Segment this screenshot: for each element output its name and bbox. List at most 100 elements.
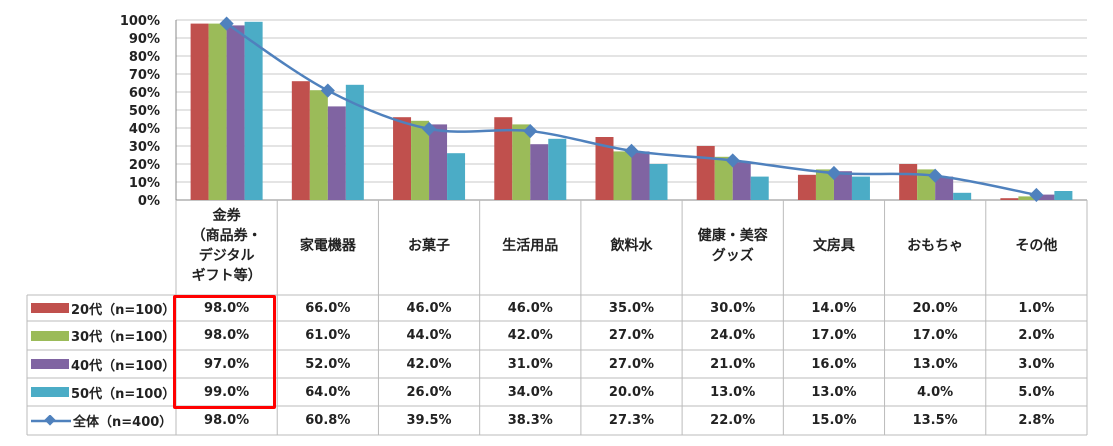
legend-swatch (31, 359, 69, 369)
data-label: 26.0% (406, 384, 452, 400)
data-label: 52.0% (305, 356, 351, 372)
category-label-line: 文房具 (812, 238, 855, 254)
bar-2-7 (815, 169, 834, 200)
bar-1-8 (899, 164, 918, 200)
bar-2-5 (613, 151, 632, 200)
y-tick-label: 30% (129, 140, 160, 155)
category-label-line: 金券 (212, 208, 241, 224)
y-tick-label: 0% (138, 194, 160, 209)
category-label-line: おもちゃ (907, 238, 964, 254)
data-label: 1.0% (1018, 300, 1055, 316)
data-label: 13.5% (912, 413, 958, 428)
data-label: 4.0% (917, 384, 954, 400)
data-label: 42.0% (507, 328, 553, 343)
bar-4-3 (447, 153, 466, 200)
bar-3-4 (530, 144, 549, 200)
legend-text: 20代（n=100） (71, 302, 176, 318)
highlight-box (173, 295, 276, 409)
category-header: おもちゃ (885, 200, 986, 295)
category-label-line: お菓子 (408, 238, 451, 254)
data-label: 21.0% (710, 356, 756, 372)
y-tick-label: 60% (129, 86, 160, 101)
bar-1-1 (190, 23, 209, 200)
data-label: 20.0% (608, 384, 655, 400)
data-label: 22.0% (710, 413, 756, 428)
data-label: 15.0% (811, 413, 857, 428)
data-label: 98.0% (204, 413, 250, 428)
data-label: 13.0% (912, 356, 958, 372)
bar-4-1 (244, 21, 263, 200)
bar-2-6 (714, 156, 733, 200)
category-header: 健康・美容 グッズ (682, 200, 783, 295)
category-label-line: 家電機器 (299, 238, 356, 254)
y-tick-label: 40% (129, 122, 160, 137)
legend-swatch (31, 387, 69, 397)
bar-2-4 (512, 124, 531, 200)
data-label: 14.0% (811, 300, 857, 316)
data-label: 27.3% (608, 413, 655, 428)
data-label: 27.0% (608, 356, 655, 372)
bar-4-8 (953, 192, 972, 200)
data-label: 31.0% (507, 356, 553, 372)
bar-1-9 (1000, 198, 1019, 200)
category-header: 金券 （商品券・ デジタル ギフト等） (176, 200, 277, 295)
bar-3-9 (1036, 194, 1055, 200)
data-label: 66.0% (305, 300, 351, 316)
y-tick-label: 70% (129, 68, 160, 83)
bar-2-2 (309, 90, 328, 200)
legend-row-label: 50代（n=100） (27, 378, 176, 406)
category-label-line: その他 (1015, 238, 1058, 254)
data-label: 13.0% (811, 384, 857, 400)
data-label: 17.0% (811, 328, 857, 343)
data-label: 30.0% (710, 300, 756, 316)
data-label: 35.0% (608, 300, 655, 316)
bar-4-6 (750, 176, 769, 200)
y-tick-label: 80% (129, 50, 160, 65)
data-label: 98.0% (204, 328, 250, 343)
data-label: 46.0% (507, 300, 553, 316)
bar-2-9 (1018, 196, 1037, 200)
data-label: 20.0% (912, 300, 958, 316)
line-marker-6 (725, 153, 740, 168)
bar-3-1 (226, 25, 245, 201)
legend-text: 50代（n=100） (71, 386, 176, 402)
bar-2-3 (411, 120, 430, 200)
bar-1-7 (797, 174, 816, 200)
y-tick-label: 90% (129, 32, 160, 47)
category-header: 家電機器 (277, 200, 378, 295)
y-tick-label: 20% (129, 158, 160, 173)
data-label: 98.0% (204, 300, 250, 316)
legend-swatch (31, 330, 69, 341)
bar-4-7 (851, 176, 870, 200)
category-header: お菓子 (378, 200, 479, 295)
bar-1-6 (696, 146, 715, 200)
bar-4-2 (345, 84, 364, 200)
data-label: 27.0% (608, 328, 655, 343)
bar-1-3 (393, 117, 412, 200)
legend-text: 全体（n=400） (73, 415, 173, 430)
line-marker-3 (421, 121, 437, 136)
category-header: 生活用品 (480, 200, 581, 295)
line-marker-7 (826, 165, 842, 181)
y-tick-label: 100% (120, 14, 160, 29)
category-label-line: ギフト等） (191, 268, 262, 284)
data-label: 39.5% (406, 413, 452, 428)
data-label: 46.0% (406, 300, 452, 316)
legend-swatch (31, 303, 69, 313)
legend-row-label: 30代（n=100） (27, 321, 176, 350)
category-header: その他 (986, 200, 1087, 295)
category-label-line: 健康・美容 (697, 228, 768, 244)
category-label-line: グッズ (711, 248, 754, 264)
data-label: 24.0% (710, 328, 756, 343)
data-label: 3.0% (1018, 356, 1055, 372)
data-label: 13.0% (710, 384, 756, 400)
legend-text: 30代（n=100） (71, 330, 176, 345)
bar-3-5 (631, 151, 650, 200)
legend-row-label: 40代（n=100） (27, 350, 176, 378)
data-label: 34.0% (507, 384, 553, 400)
y-tick-label: 50% (129, 104, 160, 119)
data-label: 44.0% (406, 328, 452, 343)
bar-4-9 (1054, 191, 1073, 200)
